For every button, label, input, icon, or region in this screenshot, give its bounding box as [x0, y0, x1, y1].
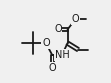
Text: O: O [54, 24, 62, 34]
Text: O: O [72, 14, 79, 24]
Text: O: O [49, 63, 56, 73]
Text: NH: NH [55, 50, 69, 60]
Text: O: O [42, 38, 50, 48]
